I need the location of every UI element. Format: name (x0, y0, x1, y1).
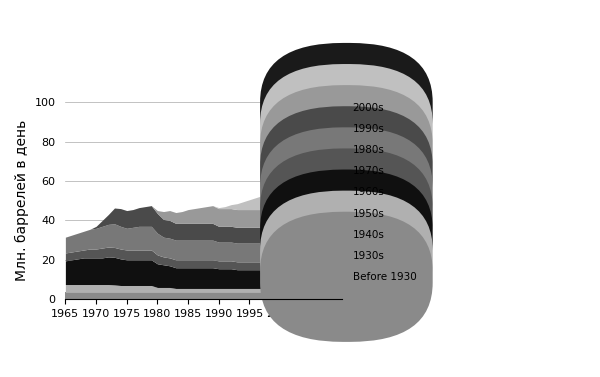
Text: 1960s: 1960s (353, 187, 385, 198)
Text: 1990s: 1990s (353, 124, 385, 134)
FancyBboxPatch shape (260, 212, 433, 342)
FancyBboxPatch shape (260, 43, 433, 173)
FancyBboxPatch shape (260, 85, 433, 215)
Text: 1940s: 1940s (353, 230, 385, 240)
FancyBboxPatch shape (260, 170, 433, 300)
Text: 1980s: 1980s (353, 145, 385, 155)
Text: 1970s: 1970s (353, 166, 385, 176)
Text: 2000s: 2000s (353, 103, 384, 113)
Text: 1930s: 1930s (353, 251, 385, 261)
Text: Before 1930: Before 1930 (353, 272, 416, 282)
FancyBboxPatch shape (260, 106, 433, 236)
FancyBboxPatch shape (260, 64, 433, 194)
FancyBboxPatch shape (260, 191, 433, 321)
FancyBboxPatch shape (260, 149, 433, 279)
FancyBboxPatch shape (260, 127, 433, 257)
Y-axis label: Млн. баррелей в день: Млн. баррелей в день (15, 120, 29, 281)
Text: 1950s: 1950s (353, 208, 385, 219)
